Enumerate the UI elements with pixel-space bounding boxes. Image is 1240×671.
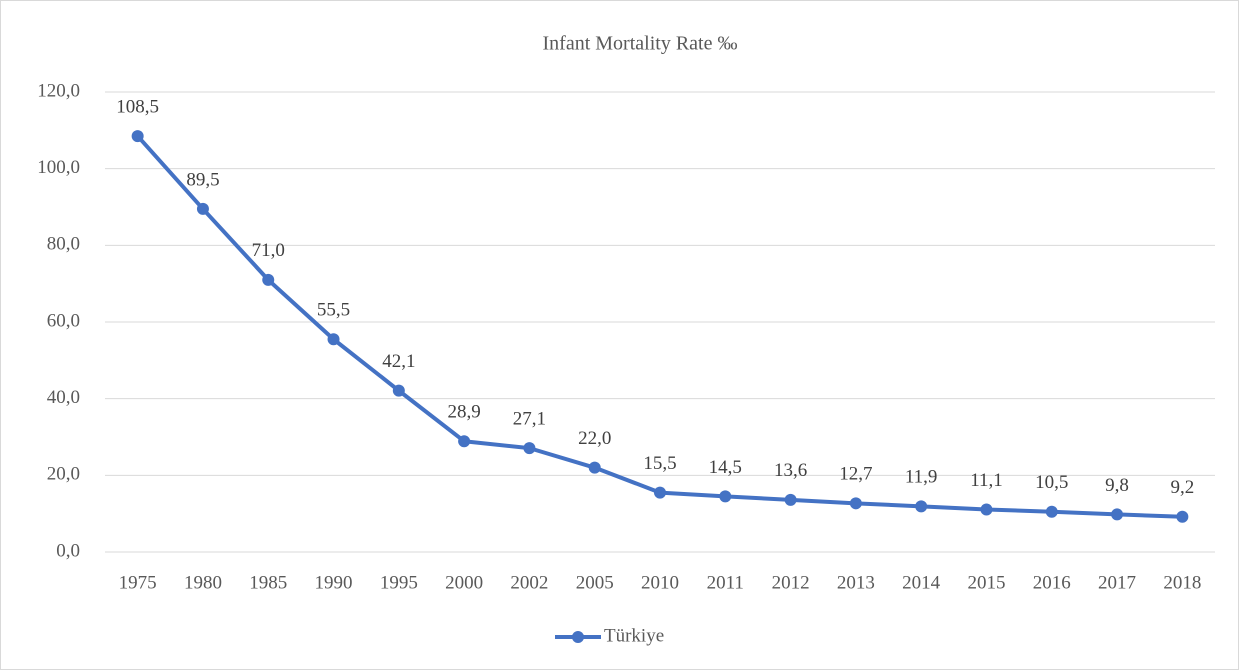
data-point: [1111, 508, 1124, 521]
x-tick-label: 1985: [249, 572, 287, 593]
x-tick-label: 2016: [1033, 572, 1071, 593]
data-point: [523, 442, 536, 455]
data-label: 89,5: [186, 169, 219, 190]
y-tick-label: 20,0: [47, 464, 80, 485]
y-tick-label: 40,0: [47, 387, 80, 408]
x-tick-label: 2013: [837, 572, 875, 593]
data-label: 71,0: [252, 240, 285, 261]
x-tick-label: 1980: [184, 572, 222, 593]
data-point: [262, 273, 275, 286]
x-tick-label: 2002: [510, 572, 548, 593]
y-tick-label: 0,0: [56, 540, 80, 561]
legend-marker: [572, 631, 584, 643]
data-point: [915, 500, 928, 513]
x-tick-label: 2011: [707, 572, 744, 593]
y-tick-label: 80,0: [47, 234, 80, 255]
data-label: 9,8: [1105, 475, 1129, 496]
data-label: 22,0: [578, 428, 611, 449]
data-point: [131, 130, 144, 143]
x-tick-label: 2018: [1163, 572, 1201, 593]
data-point: [458, 435, 471, 448]
data-label: 10,5: [1035, 472, 1068, 493]
data-label: 14,5: [709, 457, 742, 478]
data-label: 27,1: [513, 408, 546, 429]
data-label: 12,7: [839, 464, 872, 485]
data-point: [392, 384, 405, 397]
legend-label: Türkiye: [604, 625, 664, 646]
chart-title: Infant Mortality Rate ‰: [543, 33, 738, 55]
data-point: [1045, 505, 1058, 518]
x-tick-label: 1975: [119, 572, 157, 593]
data-point: [654, 486, 666, 499]
y-tick-label: 120,0: [37, 80, 80, 101]
y-tick-label: 60,0: [47, 310, 80, 331]
data-label: 28,9: [447, 402, 480, 423]
x-tick-label: 2017: [1098, 572, 1136, 593]
x-tick-label: 2000: [445, 572, 483, 593]
x-tick-label: 2012: [772, 572, 810, 593]
data-point: [588, 461, 601, 474]
data-label: 11,1: [970, 470, 1003, 491]
data-label: 55,5: [317, 300, 350, 321]
data-label: 15,5: [643, 453, 676, 474]
data-label: 108,5: [116, 96, 159, 117]
data-point: [196, 202, 209, 215]
data-label: 9,2: [1170, 477, 1194, 498]
data-point: [849, 497, 862, 510]
data-label: 11,9: [905, 467, 938, 488]
x-tick-label: 2005: [576, 572, 614, 593]
x-tick-label: 2015: [967, 572, 1005, 593]
data-point: [719, 490, 732, 503]
data-point: [980, 503, 993, 516]
data-point: [1176, 510, 1189, 523]
data-label: 13,6: [774, 460, 807, 481]
data-label: 42,1: [382, 351, 415, 372]
x-tick-label: 2010: [641, 572, 679, 593]
x-tick-label: 1995: [380, 572, 418, 593]
x-tick-label: 2014: [902, 572, 941, 593]
data-point: [327, 333, 340, 346]
x-tick-label: 1990: [315, 572, 353, 593]
data-point: [784, 493, 797, 506]
y-tick-label: 100,0: [37, 157, 80, 178]
